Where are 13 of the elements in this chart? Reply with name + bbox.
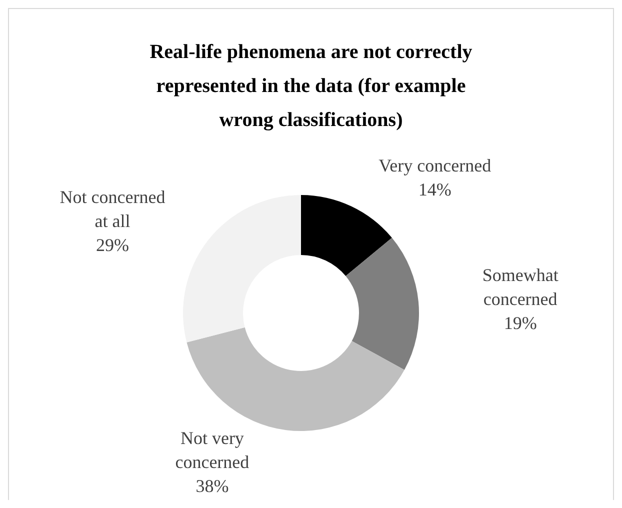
donut-slice (301, 195, 392, 276)
donut-slice (183, 195, 301, 342)
donut-slice (186, 327, 404, 431)
data-label: 14% (418, 179, 452, 200)
data-label: 19% (504, 312, 537, 333)
data-label: 29% (96, 235, 129, 256)
chart-title: Real-life phenomena are not correctly represented in the data (for example wrong classifications) (150, 41, 472, 131)
slice-label: Somewhat concerned (482, 264, 558, 309)
data-label: 38% (196, 476, 229, 496)
slice-label: Not very concerned (175, 428, 250, 472)
slice-label: Not concerned at all (60, 187, 166, 232)
donut-slice (346, 238, 419, 370)
slice-label: Very concerned (378, 155, 492, 176)
